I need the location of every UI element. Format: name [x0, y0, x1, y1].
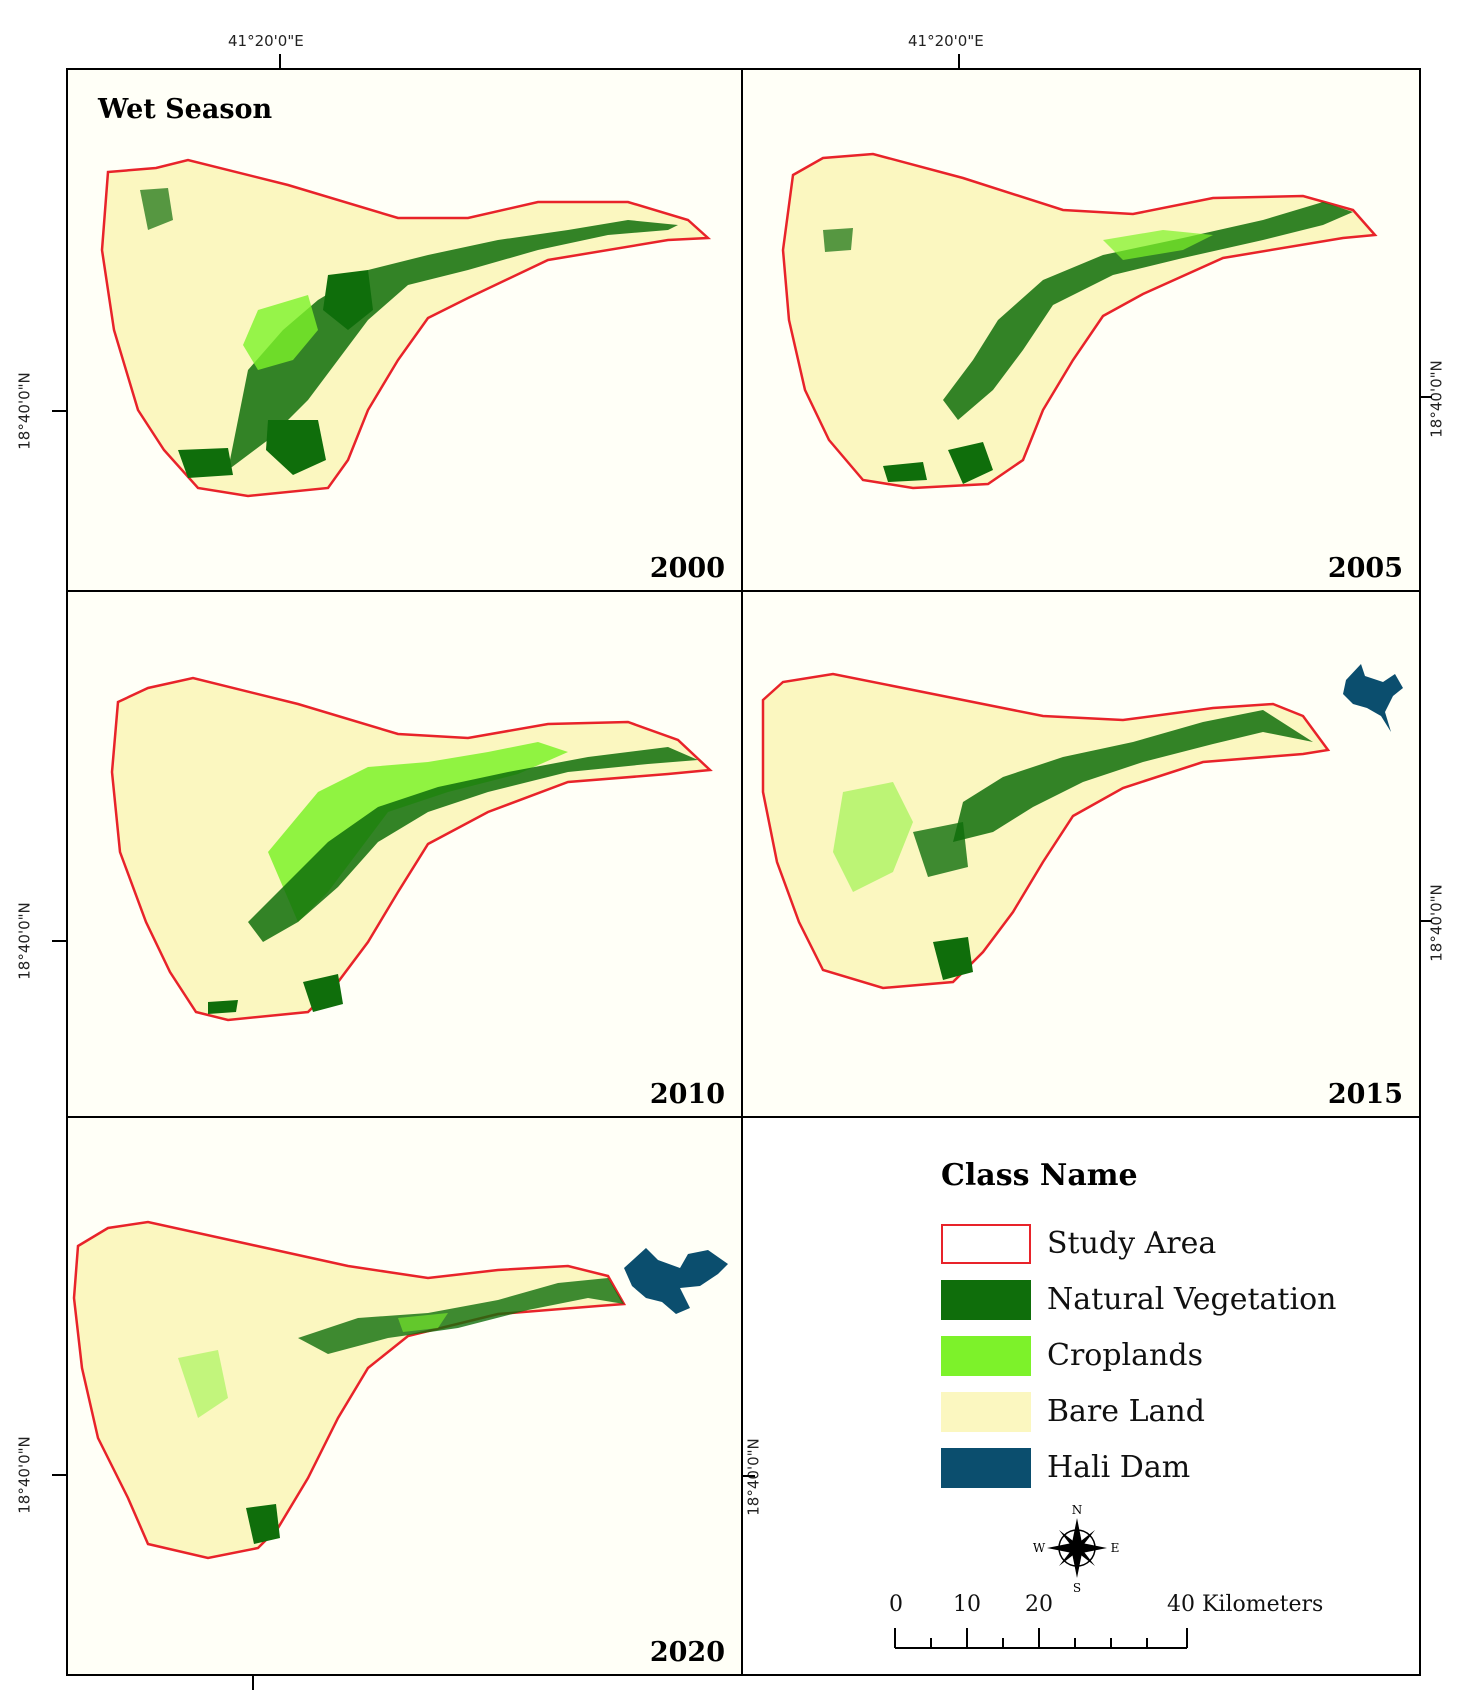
- map-panel-2005: 2005: [741, 68, 1421, 592]
- panel-year-2005: 2005: [1327, 553, 1403, 584]
- longitude-tick-bottom: [252, 1676, 254, 1690]
- longitude-tick-top-left: [279, 54, 281, 68]
- latitude-tick-legend: [743, 1475, 755, 1477]
- natural-vegetation-river: [298, 1278, 624, 1354]
- map-panel-2020: 2020: [66, 1116, 743, 1676]
- north-arrow-compass-icon: N S E W: [1033, 1503, 1120, 1595]
- hali-dam-swatch: [941, 1448, 1031, 1488]
- scale-label-40: 40 Kilometers: [1167, 1592, 1324, 1617]
- latitude-label-row2: 18°40'0"N: [15, 902, 34, 980]
- natural-vegetation-south: [933, 937, 973, 980]
- latitude-label-right-row1: 18°40'0"N: [1427, 360, 1446, 438]
- longitude-label-top-left: 41°20'0"E: [228, 32, 304, 50]
- map-2020: [72, 1220, 728, 1560]
- scale-label-20: 20: [1025, 1592, 1053, 1617]
- natural-vegetation-south: [266, 420, 326, 475]
- natural-vegetation-river: [248, 747, 698, 942]
- hali-dam-2015: [1343, 664, 1403, 732]
- natural-vegetation-southwest: [178, 448, 233, 478]
- latitude-tick-row2: [52, 940, 66, 942]
- study-area-boundary: [761, 672, 1331, 990]
- longitude-label-top-right: 41°20'0"E: [908, 32, 984, 50]
- natural-vegetation-swatch: [941, 1280, 1031, 1320]
- legend-label: Bare Land: [1047, 1394, 1205, 1429]
- latitude-tick-row3: [52, 1474, 66, 1476]
- study-area-boundary: [100, 158, 712, 498]
- map-panel-2000: Wet Season 2000: [66, 68, 743, 592]
- study-area-boundary: [781, 152, 1378, 490]
- latitude-tick-right-row2: [1420, 920, 1432, 922]
- croplands-patch: [243, 295, 318, 370]
- study-area-boundary: [110, 676, 713, 1022]
- natural-vegetation-south: [303, 974, 343, 1012]
- hali-dam-2020: [624, 1248, 728, 1314]
- scale-bar: [894, 1628, 1188, 1649]
- study-area-boundary: [72, 1220, 627, 1560]
- compass-n: N: [1072, 1503, 1083, 1517]
- croplands-patch: [1103, 230, 1213, 260]
- natural-vegetation-southwest: [883, 462, 927, 482]
- latitude-label-right-row2: 18°40'0"N: [1427, 884, 1446, 962]
- legend-panel: Class Name Study Area Natural Vegetation…: [741, 1116, 1421, 1676]
- latitude-label-row3: 18°40'0"N: [15, 1436, 34, 1514]
- natural-vegetation-patch: [323, 270, 373, 330]
- bare-land-swatch: [941, 1392, 1031, 1432]
- map-2010: [110, 676, 713, 1022]
- croplands-river: [268, 742, 568, 922]
- croplands-scatter: [178, 1350, 228, 1418]
- map-2015: [761, 664, 1403, 990]
- legend-label: Hali Dam: [1047, 1450, 1191, 1485]
- longitude-tick-top-right: [958, 54, 960, 68]
- panel-year-2000: 2000: [649, 553, 725, 584]
- natural-vegetation-north: [140, 188, 173, 230]
- legend-title: Class Name: [941, 1158, 1138, 1193]
- latitude-label-row1: 18°40'0"N: [15, 372, 34, 450]
- legend-label: Natural Vegetation: [1047, 1282, 1337, 1317]
- scale-label-0: 0: [889, 1592, 903, 1617]
- legend-label: Croplands: [1047, 1338, 1203, 1373]
- study-area-swatch: [941, 1224, 1031, 1264]
- natural-vegetation-north: [823, 228, 853, 252]
- map-2000: [100, 158, 712, 498]
- panel-year-2015: 2015: [1327, 1079, 1403, 1110]
- natural-vegetation-river: [228, 220, 678, 470]
- map-panel-2010: 2010: [66, 590, 743, 1118]
- latitude-tick-right-row1: [1420, 396, 1432, 398]
- latitude-label-legend: 18°40'0"N: [744, 1438, 763, 1516]
- natural-vegetation-south: [246, 1504, 280, 1544]
- panel-year-2020: 2020: [649, 1637, 725, 1668]
- compass-w: W: [1033, 1541, 1046, 1555]
- natural-vegetation-southwest: [208, 1000, 238, 1014]
- croplands-scatter: [833, 782, 913, 892]
- scale-label-10: 10: [953, 1592, 981, 1617]
- compass-s: S: [1073, 1581, 1081, 1595]
- natural-vegetation-center: [913, 822, 968, 877]
- latitude-tick-row1: [52, 410, 66, 412]
- legend-label: Study Area: [1047, 1226, 1217, 1261]
- season-title: Wet Season: [98, 94, 273, 125]
- map-panel-2015: 2015: [741, 590, 1421, 1118]
- panel-year-2010: 2010: [649, 1079, 725, 1110]
- natural-vegetation-river: [953, 710, 1313, 842]
- map-2005: [781, 152, 1378, 490]
- natural-vegetation-south: [948, 442, 993, 484]
- compass-e: E: [1111, 1541, 1120, 1555]
- croplands-patch: [398, 1313, 448, 1332]
- croplands-swatch: [941, 1336, 1031, 1376]
